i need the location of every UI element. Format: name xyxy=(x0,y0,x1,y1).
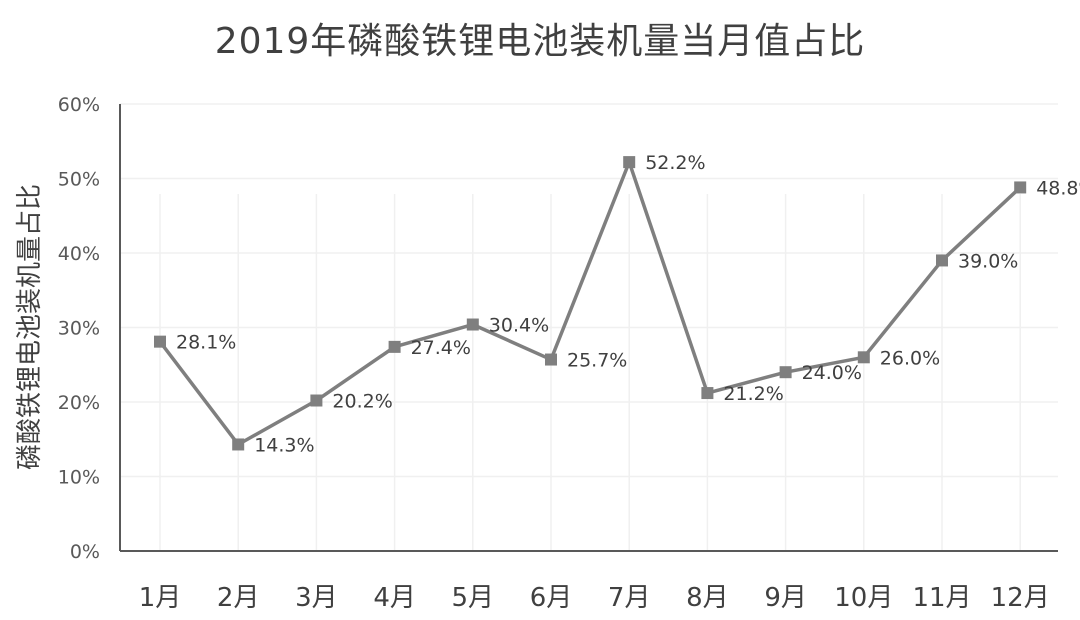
data-point xyxy=(310,394,323,407)
data-label: 25.7% xyxy=(567,350,627,372)
data-label: 52.2% xyxy=(645,152,705,174)
data-labels: 28.1% 14.3% 20.2% 27.4% 30.4% 25.7% 52.2% 21.2%… xyxy=(176,152,1080,456)
x-tick-label: 9月 xyxy=(764,583,807,613)
data-label: 48.8% xyxy=(1036,177,1080,199)
data-point xyxy=(701,387,714,400)
x-axis-ticks: 1月 2月 3月 4月 5月 6月 7月 8月 9月 10月 11月 12月 xyxy=(139,583,1050,613)
x-tick-label: 8月 xyxy=(686,583,729,613)
data-point xyxy=(388,340,401,353)
y-tick-label: 50% xyxy=(58,169,100,191)
data-label: 24.0% xyxy=(802,362,862,384)
data-point xyxy=(545,353,557,366)
y-tick-label: 10% xyxy=(58,467,100,489)
y-axis-ticks: 0% 10% 20% 30% 40% 50% 60% xyxy=(58,94,100,563)
data-point xyxy=(936,254,948,267)
x-tick-label: 10月 xyxy=(834,583,893,613)
data-point xyxy=(154,335,166,348)
x-tick-label: 1月 xyxy=(139,583,182,613)
x-tick-label: 2月 xyxy=(217,583,260,613)
data-label: 21.2% xyxy=(723,383,783,405)
y-tick-label: 40% xyxy=(58,243,100,265)
x-tick-label: 6月 xyxy=(530,583,573,613)
y-tick-label: 30% xyxy=(58,318,100,340)
x-tick-label: 4月 xyxy=(373,583,416,613)
chart-title: 2019年磷酸铁锂电池装机量当月值占比 xyxy=(214,21,866,62)
y-tick-label: 0% xyxy=(70,541,100,563)
data-label: 14.3% xyxy=(254,434,314,456)
axis-layer xyxy=(119,104,1058,552)
data-label: 27.4% xyxy=(411,337,471,359)
x-tick-label: 5月 xyxy=(452,583,495,613)
data-label: 30.4% xyxy=(489,315,549,337)
data-point xyxy=(232,438,245,451)
data-label: 28.1% xyxy=(176,332,236,354)
series-line xyxy=(158,160,1022,447)
data-point xyxy=(466,318,479,331)
x-tick-label: 3月 xyxy=(295,583,338,613)
data-point xyxy=(623,156,636,169)
data-point xyxy=(857,351,870,364)
x-tick-label: 7月 xyxy=(608,583,651,613)
series-layer xyxy=(154,156,1027,451)
x-tick-label: 11月 xyxy=(912,583,971,613)
y-tick-label: 20% xyxy=(58,392,100,414)
data-label: 26.0% xyxy=(880,347,940,369)
data-point xyxy=(1014,181,1027,194)
y-axis-label: 磷酸铁锂电池装机量占比 xyxy=(15,184,45,470)
data-label: 20.2% xyxy=(332,391,392,413)
x-tick-label: 12月 xyxy=(991,583,1050,613)
data-point xyxy=(779,366,792,379)
grid-layer xyxy=(120,103,1058,551)
data-label: 39.0% xyxy=(958,250,1018,272)
y-tick-label: 60% xyxy=(58,94,100,116)
